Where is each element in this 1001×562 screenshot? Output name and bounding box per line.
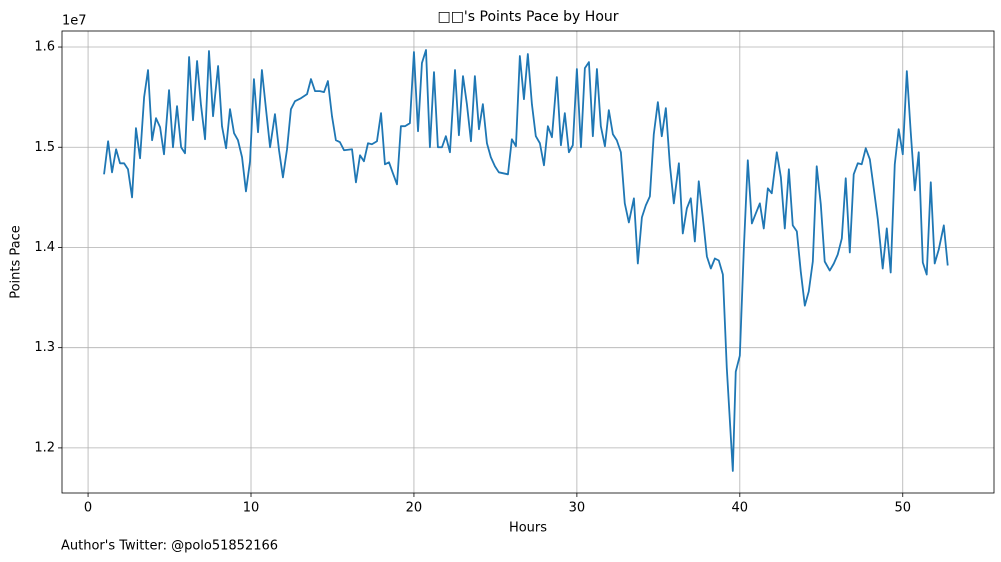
plot-frame xyxy=(61,30,995,494)
x-tick-label: 40 xyxy=(732,501,749,516)
y-tick-label: 1.3 xyxy=(34,340,55,355)
y-tick-label: 1.5 xyxy=(34,140,55,155)
y-offset-text: 1e7 xyxy=(62,14,87,29)
x-tick-label: 50 xyxy=(894,501,911,516)
y-axis-label: Points Pace xyxy=(9,225,24,299)
y-tick-label: 1.4 xyxy=(34,240,55,255)
y-tick-label: 1.2 xyxy=(34,440,55,455)
data-line xyxy=(103,49,949,472)
x-tick-label: 0 xyxy=(84,501,92,516)
x-tick-label: 10 xyxy=(243,501,260,516)
x-axis-label: Hours xyxy=(509,521,547,536)
y-tick-label: 1.6 xyxy=(34,40,55,55)
footnote: Author's Twitter: @polo51852166 xyxy=(61,539,278,554)
x-tick-label: 20 xyxy=(406,501,423,516)
x-tick-label: 30 xyxy=(569,501,586,516)
chart-title: □□'s Points Pace by Hour xyxy=(437,9,618,25)
